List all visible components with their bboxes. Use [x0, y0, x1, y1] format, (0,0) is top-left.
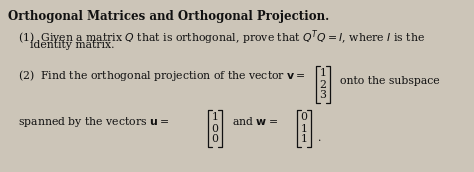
- Text: 0: 0: [301, 112, 308, 122]
- Text: 1: 1: [301, 123, 308, 133]
- Text: 1: 1: [211, 112, 219, 122]
- Text: and $\mathbf{w} = $: and $\mathbf{w} = $: [232, 115, 278, 127]
- Text: .: .: [318, 133, 321, 143]
- Text: identity matrix.: identity matrix.: [30, 40, 115, 50]
- Text: 0: 0: [211, 123, 219, 133]
- Text: Orthogonal Matrices and Orthogonal Projection.: Orthogonal Matrices and Orthogonal Proje…: [8, 10, 329, 23]
- Text: (2)  Find the orthogonal projection of the vector $\mathbf{v} = $: (2) Find the orthogonal projection of th…: [18, 68, 306, 83]
- Text: 0: 0: [211, 135, 219, 144]
- Text: 3: 3: [319, 90, 327, 100]
- Text: onto the subspace: onto the subspace: [340, 76, 439, 86]
- Text: 1: 1: [319, 68, 327, 78]
- Text: 2: 2: [319, 79, 327, 89]
- Text: (1)  Given a matrix $Q$ that is orthogonal, prove that $Q^TQ = I$, where $I$ is : (1) Given a matrix $Q$ that is orthogona…: [18, 28, 425, 47]
- Text: spanned by the vectors $\mathbf{u} = $: spanned by the vectors $\mathbf{u} = $: [18, 115, 169, 129]
- Text: 1: 1: [301, 135, 308, 144]
